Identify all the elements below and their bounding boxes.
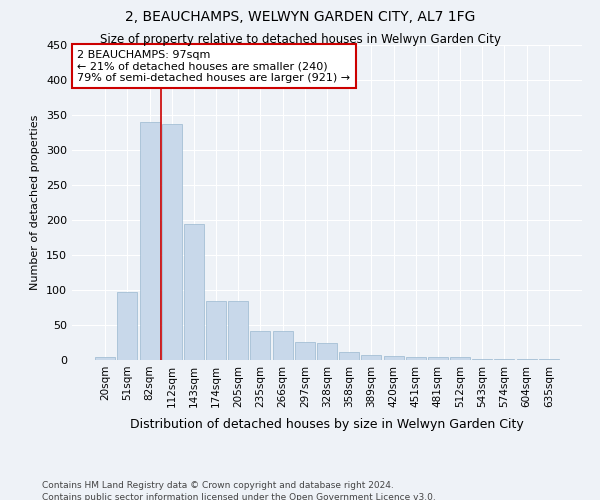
Bar — [539, 358, 559, 360]
Bar — [228, 301, 248, 360]
Bar — [339, 352, 359, 360]
Bar — [140, 122, 160, 360]
Bar — [95, 356, 115, 360]
Bar — [295, 342, 315, 360]
Text: 2, BEAUCHAMPS, WELWYN GARDEN CITY, AL7 1FG: 2, BEAUCHAMPS, WELWYN GARDEN CITY, AL7 1… — [125, 10, 475, 24]
Bar — [494, 358, 514, 360]
Bar — [272, 332, 293, 360]
Bar — [428, 356, 448, 360]
Bar — [317, 342, 337, 360]
Bar — [361, 355, 382, 360]
Bar — [250, 332, 271, 360]
Bar — [184, 224, 204, 360]
Bar — [118, 292, 137, 360]
Bar — [472, 358, 492, 360]
Bar — [517, 358, 536, 360]
Y-axis label: Number of detached properties: Number of detached properties — [31, 115, 40, 290]
Bar — [406, 356, 426, 360]
Bar — [450, 356, 470, 360]
Bar — [206, 301, 226, 360]
Text: Size of property relative to detached houses in Welwyn Garden City: Size of property relative to detached ho… — [100, 32, 500, 46]
Text: 2 BEAUCHAMPS: 97sqm
← 21% of detached houses are smaller (240)
79% of semi-detac: 2 BEAUCHAMPS: 97sqm ← 21% of detached ho… — [77, 50, 350, 83]
Text: Contains HM Land Registry data © Crown copyright and database right 2024.: Contains HM Land Registry data © Crown c… — [42, 481, 394, 490]
Bar — [162, 124, 182, 360]
Text: Contains public sector information licensed under the Open Government Licence v3: Contains public sector information licen… — [42, 492, 436, 500]
X-axis label: Distribution of detached houses by size in Welwyn Garden City: Distribution of detached houses by size … — [130, 418, 524, 431]
Bar — [383, 356, 404, 360]
